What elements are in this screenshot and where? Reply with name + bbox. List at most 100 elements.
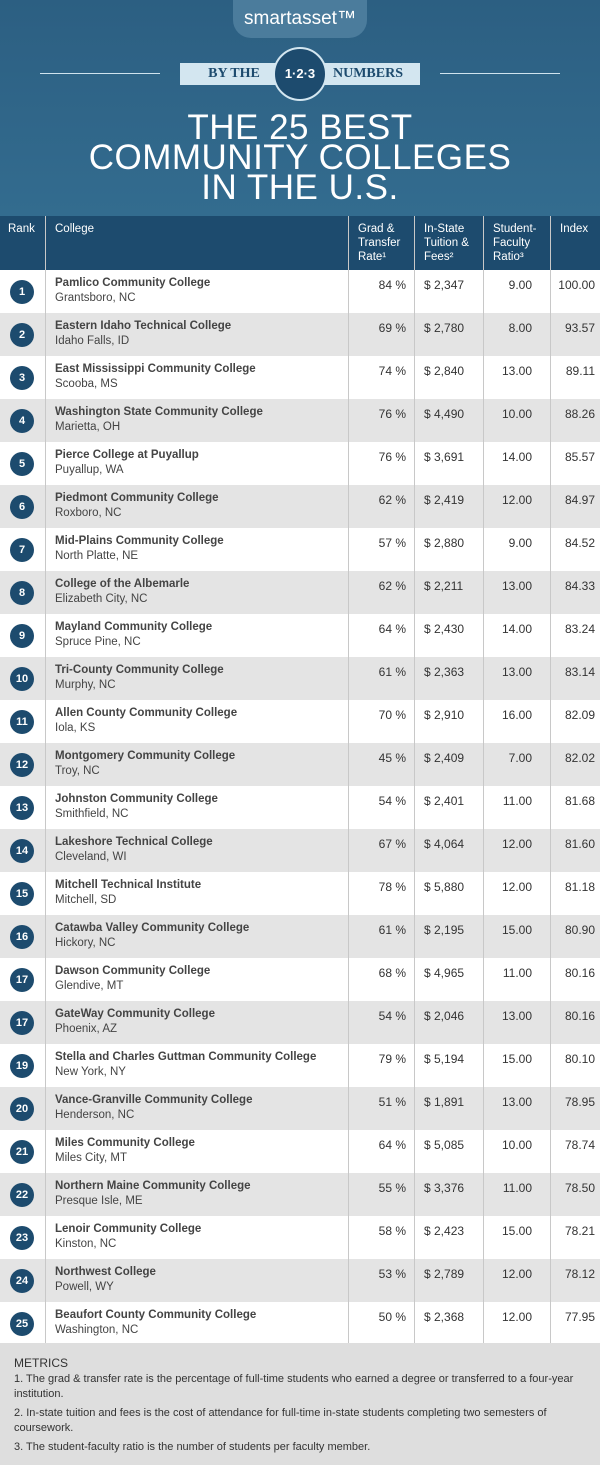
ratio: 13.00: [501, 1009, 532, 1023]
grad-rate: 76 %: [378, 407, 406, 421]
tuition: $ 2,211: [424, 579, 464, 593]
ratio: 13.00: [501, 579, 532, 593]
table-row: 11 Allen County Community College Iola, KS…: [0, 700, 600, 743]
index: 80.16: [564, 966, 595, 980]
table-row: 22 Northern Maine Community College Presqu…: [0, 1173, 600, 1216]
by-the: BY THE: [208, 66, 260, 81]
college-location: Smithfield, NC: [55, 808, 129, 820]
college-location: North Platte, NE: [55, 550, 139, 562]
table-row: 17 Dawson Community College Glendive, MT 68…: [0, 958, 600, 1001]
college-name: Mayland Community College: [55, 621, 213, 633]
index: 78.50: [564, 1181, 595, 1195]
table-row: 20 Vance-Granville Community College Hende…: [0, 1087, 600, 1130]
college-name: Pierce College at Puyallup: [55, 449, 199, 461]
college-location: Miles City, MT: [55, 1152, 127, 1164]
rank-badge: 2: [10, 323, 34, 347]
college-name: Mid-Plains Community College: [55, 535, 224, 547]
rank-badge: 13: [10, 796, 34, 820]
rank-badge: 6: [10, 495, 34, 519]
rank-badge: 4: [10, 409, 34, 433]
index: 81.60: [564, 837, 595, 851]
ratio: 11.00: [502, 1181, 532, 1195]
college-name: Allen County Community College: [55, 707, 238, 719]
college-location: Washington, NC: [55, 1324, 139, 1336]
rank-badge: 24: [10, 1269, 34, 1293]
tuition: $ 2,363: [424, 665, 465, 679]
rank-badge: 9: [10, 624, 34, 648]
column-divider: [45, 216, 46, 1343]
index: 81.18: [564, 880, 595, 894]
column-divider: [483, 216, 484, 1343]
tuition: $ 3,376: [424, 1181, 465, 1195]
tuition: $ 2,347: [424, 278, 465, 292]
rank-badge: 17: [10, 968, 34, 992]
rank-badge: 3: [10, 366, 34, 390]
table-row: 12 Montgomery Community College Troy, NC 45…: [0, 743, 600, 786]
rank-badge: 11: [10, 710, 34, 734]
title-line: THE 25 BEST: [187, 108, 413, 147]
grad-rate: 74 %: [378, 364, 406, 378]
column-divider: [348, 216, 349, 1343]
rank-badge: 19: [10, 1054, 34, 1078]
ratio: 7.00: [508, 751, 532, 765]
rank-badge: 7: [10, 538, 34, 562]
column-header: Index: [560, 223, 589, 235]
badge: 1·2·3: [273, 47, 327, 101]
metrics: METRICS 1. The grad & transfer rate is t…: [0, 1343, 600, 1465]
college-location: Hickory, NC: [55, 937, 116, 949]
grad-rate: 45 %: [378, 751, 406, 765]
grad-rate: 79 %: [378, 1052, 406, 1066]
ratio: 15.00: [501, 923, 532, 937]
rank-badge: 15: [10, 882, 34, 906]
tuition: $ 5,194: [424, 1052, 465, 1066]
college-location: Powell, WY: [55, 1281, 114, 1293]
college-name: Johnston Community College: [55, 793, 218, 805]
grad-rate: 54 %: [378, 794, 406, 808]
rank-badge: 21: [10, 1140, 34, 1164]
college-location: Idaho Falls, ID: [55, 335, 130, 347]
index: 77.95: [564, 1310, 595, 1324]
table-row: 19 Stella and Charles Guttman Community C…: [0, 1044, 600, 1087]
college-location: Iola, KS: [55, 722, 96, 734]
table-row: 14 Lakeshore Technical College Cleveland, …: [0, 829, 600, 872]
rank-badge: 16: [10, 925, 34, 949]
tuition: $ 4,490: [424, 407, 465, 421]
column-header: In-State: [424, 223, 465, 235]
column-header: Ratio³: [493, 251, 524, 263]
ratio: 12.00: [501, 1310, 532, 1324]
column-header: Rank: [8, 223, 35, 235]
tuition: $ 1,891: [424, 1095, 465, 1109]
index: 80.10: [564, 1052, 595, 1066]
index: 83.24: [564, 622, 595, 636]
college-location: Marietta, OH: [55, 421, 121, 433]
metrics-title: METRICS: [14, 1356, 68, 1370]
ratio: 9.00: [508, 536, 532, 550]
grad-rate: 68 %: [378, 966, 406, 980]
logo: smartasset™: [244, 8, 356, 29]
ratio: 15.00: [501, 1224, 532, 1238]
index: 85.57: [564, 450, 595, 464]
rank-badge: 8: [10, 581, 34, 605]
grad-rate: 78 %: [378, 880, 406, 894]
college-name: College of the Albemarle: [55, 578, 190, 590]
ratio: 13.00: [501, 665, 532, 679]
grad-rate: 61 %: [378, 665, 406, 679]
rank-badge: 22: [10, 1183, 34, 1207]
ratio: 8.00: [508, 321, 532, 335]
tuition: $ 3,691: [424, 450, 465, 464]
ratio: 14.00: [501, 622, 532, 636]
ratio: 12.00: [501, 1267, 532, 1281]
column-header: Student-: [493, 223, 537, 235]
index: 82.09: [564, 708, 595, 722]
table-row: 25 Beaufort County Community College Washi…: [0, 1302, 600, 1345]
index: 78.12: [564, 1267, 595, 1281]
college-name: Stella and Charles Guttman Community Col…: [55, 1051, 317, 1063]
ratio: 10.00: [501, 1138, 532, 1152]
tuition: $ 2,409: [424, 751, 465, 765]
college-location: Spruce Pine, NC: [55, 636, 141, 648]
college-name: Northern Maine Community College: [55, 1180, 251, 1192]
rank-badge: 20: [10, 1097, 34, 1121]
table-row: 5 Pierce College at Puyallup Puyallup, WA 7…: [0, 442, 600, 485]
tuition: $ 2,401: [424, 794, 465, 808]
college-location: Cleveland, WI: [55, 851, 127, 863]
